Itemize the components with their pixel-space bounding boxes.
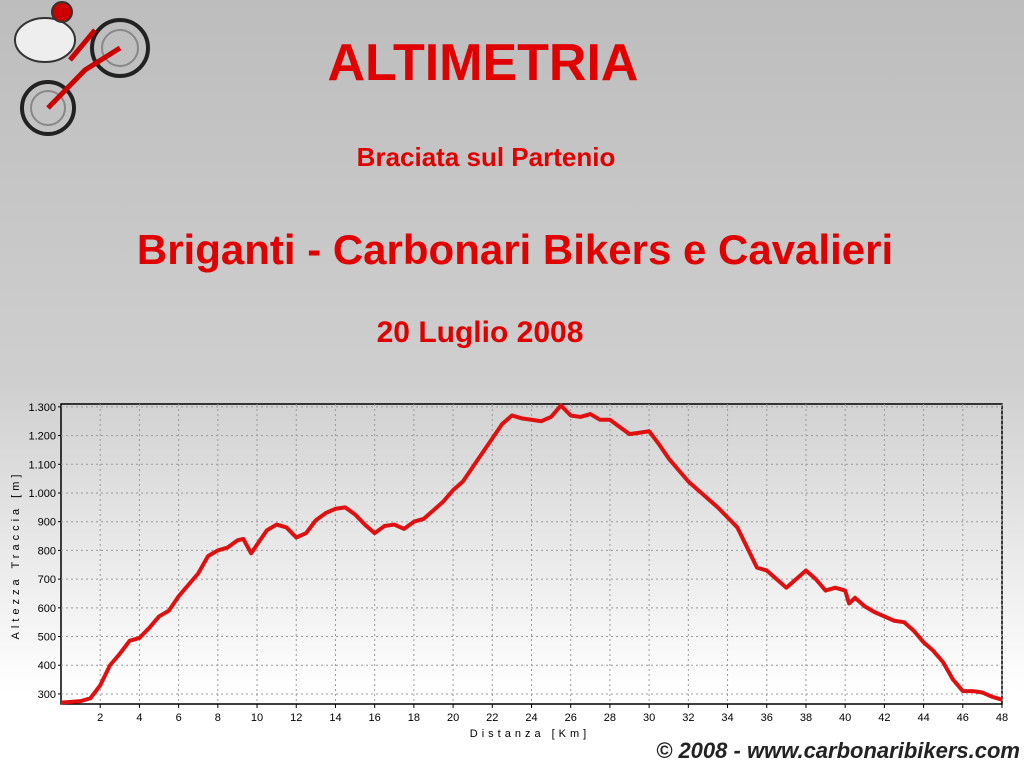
x-tick-label: 44 xyxy=(917,712,929,724)
x-tick-label: 22 xyxy=(486,712,498,724)
x-tick-label: 26 xyxy=(565,712,577,724)
y-tick-label: 1.100 xyxy=(28,459,56,471)
y-axis-label: Altezza Traccia [m] xyxy=(10,471,22,640)
y-tick-label: 1.200 xyxy=(28,431,56,443)
y-tick-label: 1.000 xyxy=(28,488,56,500)
x-tick-label: 10 xyxy=(251,712,263,724)
x-tick-label: 28 xyxy=(604,712,616,724)
x-tick-label: 16 xyxy=(369,712,381,724)
x-tick-label: 48 xyxy=(996,712,1008,724)
x-tick-label: 34 xyxy=(721,712,733,724)
x-tick-label: 46 xyxy=(957,712,969,724)
x-tick-label: 12 xyxy=(290,712,302,724)
y-tick-label: 400 xyxy=(38,660,56,672)
x-tick-label: 8 xyxy=(215,712,221,724)
y-tick-label: 800 xyxy=(38,545,56,557)
x-tick-label: 2 xyxy=(97,712,103,724)
date: 20 Luglio 2008 xyxy=(377,316,584,349)
title: ALTIMETRIA xyxy=(328,34,639,92)
heading: Briganti - Carbonari Bikers e Cavalieri xyxy=(137,226,893,273)
x-tick-label: 20 xyxy=(447,712,459,724)
subtitle: Braciata sul Partenio xyxy=(357,142,616,172)
y-tick-label: 700 xyxy=(38,574,56,586)
x-tick-label: 24 xyxy=(525,712,537,724)
x-tick-label: 36 xyxy=(761,712,773,724)
x-tick-label: 18 xyxy=(408,712,420,724)
y-tick-label: 300 xyxy=(38,689,56,701)
elevation-line xyxy=(60,403,1003,705)
y-tick-label: 1.300 xyxy=(28,402,56,414)
x-tick-label: 14 xyxy=(329,712,341,724)
y-tick-label: 600 xyxy=(38,603,56,615)
x-tick-label: 30 xyxy=(643,712,655,724)
x-tick-label: 32 xyxy=(682,712,694,724)
x-tick-label: 42 xyxy=(878,712,890,724)
footer: © 2008 - www.carbonaribikers.com xyxy=(656,738,1020,763)
y-tick-label: 900 xyxy=(38,517,56,529)
x-tick-label: 40 xyxy=(839,712,851,724)
bike-logo xyxy=(14,1,150,136)
x-tick-label: 6 xyxy=(176,712,182,724)
x-tick-label: 4 xyxy=(136,712,142,724)
x-tick-label: 38 xyxy=(800,712,812,724)
x-axis-label: Distanza [Km] xyxy=(470,728,590,740)
y-tick-label: 500 xyxy=(38,632,56,644)
